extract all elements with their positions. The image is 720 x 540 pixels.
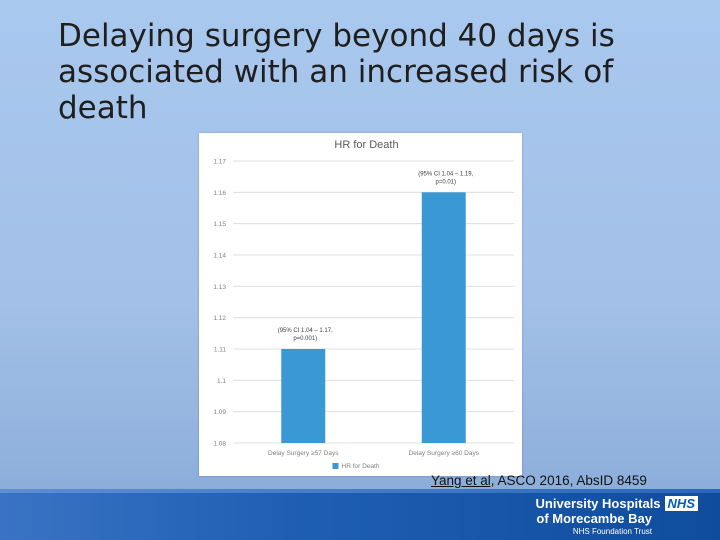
y-tick-label: 1.13 [213, 284, 226, 291]
citation-authors[interactable]: Yang et al, [431, 473, 495, 488]
y-tick-label: 1.09 [213, 409, 226, 416]
org-name-line1: University Hospitals NHS [536, 496, 698, 511]
nhs-logo: NHS [664, 496, 698, 511]
y-tick-label: 1.11 [214, 347, 227, 354]
data-label: (95% CI 1.04 – 1.19, [418, 171, 473, 177]
x-category-label: Delay Surgery ≥57 Days [268, 450, 339, 457]
org-trust-line: NHS Foundation Trust [572, 527, 652, 536]
y-tick-label: 1.12 [213, 315, 226, 322]
org-branding: University Hospitals NHS of Morecambe Bay… [536, 496, 698, 537]
citation-source: ASCO 2016, AbsID 8459 [494, 473, 647, 488]
y-tick-label: 1.17 [213, 159, 226, 166]
hr-bar-chart: HR for Death1.171.161.151.141.131.121.11… [213, 139, 514, 470]
data-label: p=0.01) [435, 179, 456, 185]
footer-band [0, 489, 720, 540]
bar [281, 349, 326, 443]
y-tick-label: 1.14 [213, 253, 226, 260]
y-tick-label: 1.15 [213, 221, 226, 228]
citation: Yang et al, ASCO 2016, AbsID 8459 [431, 473, 647, 488]
slide-title: Delaying surgery beyond 40 days is assoc… [58, 18, 615, 126]
org-name-line2: of Morecambe Bay [536, 511, 652, 526]
y-tick-label: 1.1 [217, 378, 226, 385]
y-tick-label: 1.16 [213, 190, 226, 197]
legend-label: HR for Death [342, 463, 380, 470]
org-name-text: University Hospitals [535, 496, 661, 511]
y-tick-label: 1.08 [213, 441, 226, 448]
chart-title: HR for Death [334, 139, 398, 151]
data-label: (95% CI 1.04 – 1.17, [278, 328, 333, 334]
bar [421, 192, 466, 443]
data-label: p=0.001) [293, 336, 317, 342]
legend-swatch [332, 463, 339, 469]
x-category-label: Delay Surgery ≥60 Days [409, 450, 480, 457]
chart-card: HR for Death 1.17 1.16 1.15 1.14 1.13 1.12 1.11… [199, 133, 522, 476]
